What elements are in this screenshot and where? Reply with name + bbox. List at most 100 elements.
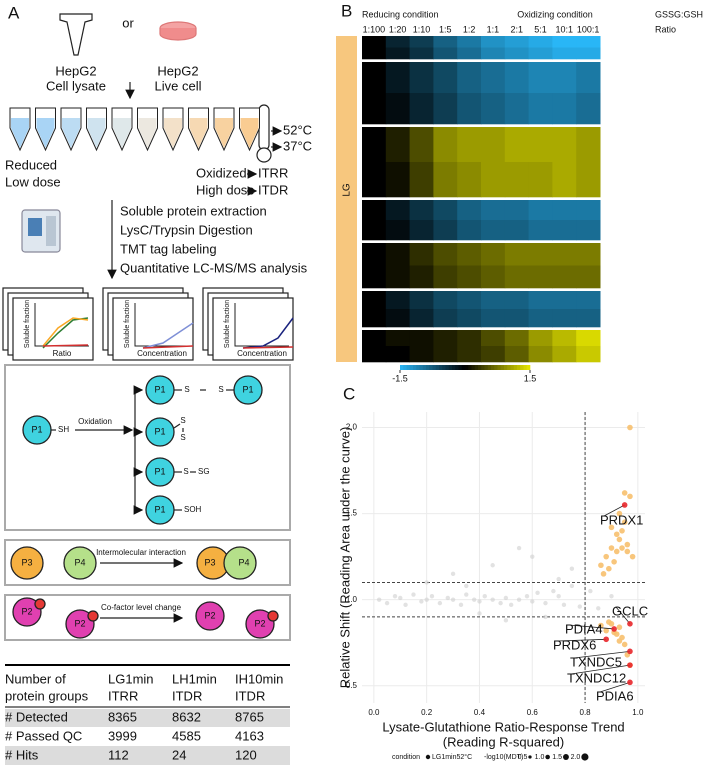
colorbar-step bbox=[465, 365, 469, 370]
table-header: ITDR bbox=[172, 688, 202, 703]
heatmap-cell bbox=[433, 220, 458, 241]
point bbox=[530, 554, 535, 559]
panel-label: C bbox=[343, 384, 355, 403]
tube-liquid bbox=[164, 118, 182, 148]
heatmap-cell bbox=[576, 346, 601, 363]
point-label: PRDX6 bbox=[553, 637, 596, 652]
heatmap-cell bbox=[552, 162, 577, 198]
colorbar-step bbox=[400, 365, 404, 370]
arrow-label: Oxidation bbox=[78, 417, 112, 426]
heatmap-cell bbox=[552, 220, 577, 241]
point bbox=[503, 595, 509, 601]
colorbar-label: -1.5 bbox=[392, 373, 408, 383]
x-tick-label: 0.8 bbox=[580, 708, 592, 717]
tube-liquid bbox=[11, 118, 29, 148]
point bbox=[621, 502, 628, 508]
column-label: 5:1 bbox=[534, 24, 547, 34]
colorbar-step bbox=[445, 365, 450, 370]
label: Live cell bbox=[155, 78, 202, 93]
label: 52°C bbox=[283, 122, 312, 137]
curve-x-label: Concentration bbox=[237, 349, 287, 358]
heatmap-cell bbox=[433, 93, 458, 125]
colorbar-step bbox=[520, 365, 524, 370]
heatmap-header: Reducing condition bbox=[362, 9, 439, 19]
protein-icons bbox=[10, 375, 279, 639]
heatmap-cell bbox=[362, 36, 387, 48]
colorbar-step bbox=[422, 365, 427, 370]
protein-label: P1 bbox=[242, 384, 253, 394]
heatmap-cell bbox=[385, 200, 411, 221]
panel-label: B bbox=[341, 1, 352, 20]
colorbar-label: 1.5 bbox=[524, 373, 537, 383]
point bbox=[606, 619, 612, 625]
point bbox=[482, 594, 487, 599]
heatmap-cell bbox=[576, 93, 601, 125]
table-cell: 4163 bbox=[235, 728, 264, 743]
colorbar-step bbox=[416, 365, 420, 370]
heatmap-cell bbox=[528, 62, 553, 94]
curve-y-label: Soluble fraction bbox=[124, 300, 131, 348]
curve bbox=[142, 322, 194, 349]
heatmap-cell bbox=[528, 346, 553, 363]
colorbar-step bbox=[523, 365, 528, 370]
protein-label: P1 bbox=[154, 426, 165, 436]
protein-label: P1 bbox=[154, 384, 165, 394]
point bbox=[498, 600, 503, 606]
table-cell: 120 bbox=[235, 747, 257, 762]
leader-line bbox=[556, 638, 607, 642]
y-tick-label: 0.5 bbox=[346, 681, 358, 690]
point bbox=[624, 548, 631, 555]
point bbox=[588, 588, 593, 594]
heatmap-cell bbox=[385, 162, 411, 198]
colorbar-step bbox=[474, 365, 479, 370]
y-tick-label: 1.5 bbox=[346, 509, 358, 518]
x-tick-label: 0.6 bbox=[527, 708, 539, 717]
point bbox=[424, 580, 429, 585]
legend-label: 1.0 bbox=[535, 754, 545, 761]
heatmap-cell bbox=[433, 346, 458, 363]
point bbox=[384, 600, 390, 606]
colorbar-step bbox=[452, 365, 456, 370]
point bbox=[616, 510, 623, 517]
point bbox=[609, 594, 614, 599]
column-label: 1:1 bbox=[487, 24, 500, 34]
point-label: PRDX1 bbox=[600, 512, 643, 527]
group-label: S bbox=[183, 467, 188, 476]
point-label: PDIA6 bbox=[596, 688, 634, 703]
legend-size bbox=[545, 754, 550, 760]
colorbar-step bbox=[461, 365, 466, 370]
point bbox=[621, 490, 628, 496]
heatmap-cell bbox=[362, 291, 387, 310]
heatmap-cell bbox=[362, 47, 387, 60]
heatmap-cell bbox=[362, 200, 387, 221]
heatmap-cell bbox=[433, 47, 458, 60]
arrow-label: Co-factor level change bbox=[101, 603, 182, 612]
heatmap-header: Ratio bbox=[655, 24, 676, 34]
table-header: ITDR bbox=[235, 688, 265, 703]
heatmap-cell bbox=[576, 220, 601, 241]
curve bbox=[42, 317, 89, 347]
colorbar-step bbox=[500, 365, 505, 370]
curve bbox=[142, 345, 194, 349]
heatmap-cell bbox=[528, 243, 553, 266]
heatmap-cell bbox=[457, 62, 482, 94]
table-cell: # Passed QC bbox=[5, 728, 82, 743]
heatmap-cell bbox=[528, 220, 553, 241]
heatmap-cell bbox=[433, 200, 458, 221]
label: Low dose bbox=[5, 174, 61, 189]
point bbox=[561, 602, 567, 608]
heatmap-cell bbox=[528, 291, 553, 310]
table-header: ITRR bbox=[108, 688, 138, 703]
point bbox=[624, 541, 631, 548]
heatmap-cell bbox=[385, 265, 411, 289]
point bbox=[611, 626, 617, 632]
point bbox=[556, 576, 561, 582]
point bbox=[556, 594, 561, 599]
point bbox=[490, 597, 495, 602]
leader-line bbox=[615, 606, 631, 625]
protein-label: P2 bbox=[254, 618, 265, 628]
point bbox=[619, 528, 625, 534]
column-label: 1:2 bbox=[463, 24, 476, 34]
label: or bbox=[122, 15, 134, 30]
point bbox=[611, 559, 617, 565]
